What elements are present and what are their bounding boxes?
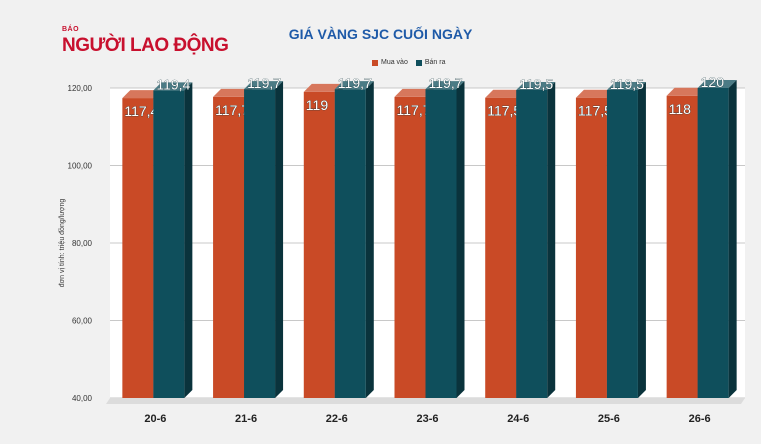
data-label: 117,5 bbox=[578, 103, 612, 119]
data-label: 117,7 bbox=[397, 102, 431, 118]
data-label: 119,7 bbox=[247, 75, 281, 91]
bar-sell bbox=[697, 88, 729, 398]
bar-side-sell bbox=[728, 80, 737, 398]
bar-buy bbox=[303, 91, 335, 398]
bar-buy bbox=[394, 96, 426, 398]
data-label: 117,5 bbox=[487, 103, 521, 119]
bar-buy bbox=[122, 98, 154, 398]
bar-buy bbox=[213, 96, 245, 398]
bar-top-sell bbox=[153, 82, 193, 91]
bar-top-sell bbox=[697, 80, 737, 88]
legend-swatch-sell bbox=[415, 59, 422, 66]
bar-top-buy bbox=[122, 90, 162, 99]
bar-top-buy bbox=[213, 88, 253, 97]
data-label: 119,5 bbox=[519, 76, 553, 92]
y-tick-label: 60,00 bbox=[72, 317, 93, 326]
y-tick-label: 100,00 bbox=[68, 162, 93, 171]
bar-top-buy bbox=[666, 87, 706, 96]
x-tick-label: 25-6 bbox=[598, 413, 620, 425]
bar-top-sell bbox=[606, 81, 646, 90]
bar-sell bbox=[334, 89, 366, 398]
data-label: 119 bbox=[306, 97, 329, 113]
bar-side-sell bbox=[637, 81, 646, 398]
data-label: 119,7 bbox=[338, 75, 372, 91]
bar-sell bbox=[606, 89, 638, 398]
x-tick-label: 23-6 bbox=[416, 413, 438, 425]
data-label: 117,4 bbox=[124, 103, 158, 119]
logo-small-text: BÁO bbox=[62, 26, 80, 33]
y-axis-label: đơn vị tính: triệu đồng/lượng bbox=[57, 199, 66, 288]
bar-top-sell bbox=[516, 81, 556, 90]
y-tick-label: 40,00 bbox=[72, 394, 93, 403]
chart-floor bbox=[106, 398, 745, 404]
data-label: 117,7 bbox=[215, 102, 249, 118]
y-tick-label: 120,00 bbox=[68, 84, 93, 93]
data-label: 118 bbox=[669, 101, 692, 117]
y-tick-label: 80,00 bbox=[72, 239, 93, 248]
logo-main-text: NGƯỜI LAO ĐỘNG bbox=[62, 35, 229, 56]
legend-swatch-buy bbox=[372, 59, 378, 66]
bar-sell bbox=[516, 89, 548, 398]
bar-top-buy bbox=[485, 89, 525, 98]
x-tick-label: 20-6 bbox=[144, 413, 166, 425]
bar-sell bbox=[244, 89, 276, 398]
bar-top-sell bbox=[244, 81, 284, 90]
bar-side-sell bbox=[275, 81, 284, 398]
legend-label-buy: Mua vào bbox=[381, 59, 408, 66]
bar-buy bbox=[575, 97, 607, 398]
x-tick-label: 26-6 bbox=[689, 413, 711, 425]
bar-top-buy bbox=[575, 89, 615, 98]
bar-sell bbox=[425, 89, 457, 398]
data-label: 120 bbox=[701, 74, 725, 90]
bar-top-buy bbox=[303, 83, 343, 92]
bar-top-sell bbox=[334, 81, 374, 90]
bar-sell bbox=[153, 90, 185, 398]
bar-buy bbox=[666, 95, 698, 398]
data-label: 119,7 bbox=[429, 75, 463, 91]
legend-item-buy: Mua vào bbox=[372, 59, 408, 66]
x-tick-label: 22-6 bbox=[326, 413, 348, 425]
chart-title: GIÁ VÀNG SJC CUỐI NGÀY bbox=[288, 26, 473, 42]
bar-side-sell bbox=[456, 81, 465, 398]
bar-side-sell bbox=[547, 81, 556, 398]
bar-buy bbox=[485, 97, 517, 398]
legend-label-sell: Bán ra bbox=[424, 59, 446, 66]
data-label: 119,4 bbox=[156, 76, 190, 92]
data-label: 119,5 bbox=[610, 76, 644, 92]
bar-top-buy bbox=[394, 88, 434, 97]
bar-side-sell bbox=[184, 82, 193, 398]
x-tick-label: 21-6 bbox=[235, 413, 257, 425]
legend-item-sell: Bán ra bbox=[415, 59, 446, 66]
bar-side-sell bbox=[365, 81, 374, 398]
bar-top-sell bbox=[425, 81, 465, 90]
chart-legend: Mua vào Bán ra bbox=[372, 59, 453, 66]
x-tick-label: 24-6 bbox=[507, 413, 529, 425]
